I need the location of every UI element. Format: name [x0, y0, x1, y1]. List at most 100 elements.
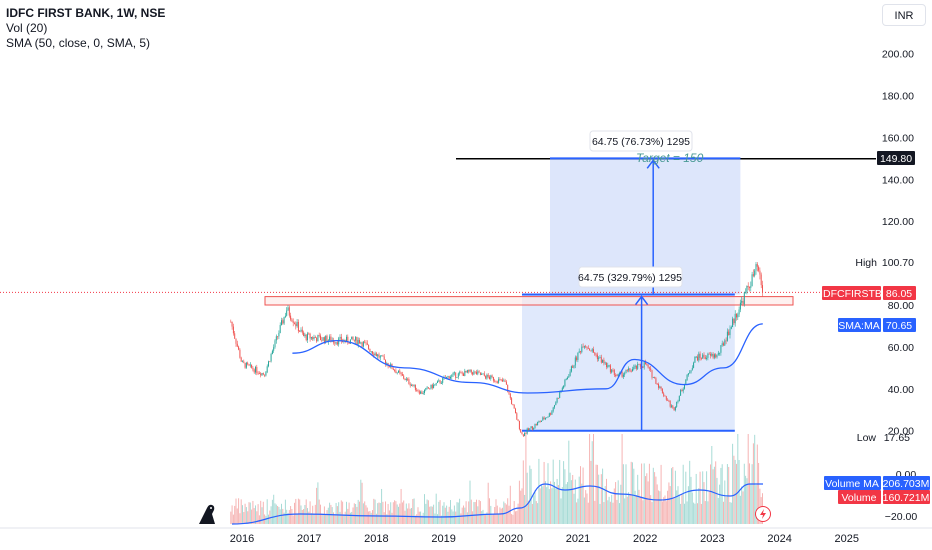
volume-bar [325, 514, 327, 524]
candle-body [517, 419, 519, 421]
candle-body [668, 400, 670, 402]
measure-upper-label[interactable]: 64.75 (76.73%) 1295 [589, 130, 693, 152]
candle [431, 383, 433, 390]
volume-indicator-title[interactable]: Vol (20) [6, 21, 48, 35]
candle [249, 362, 251, 368]
volume-bar [603, 502, 605, 524]
candle-body [258, 373, 260, 375]
volume-bar [530, 468, 532, 524]
candle [421, 390, 423, 395]
candle-body [760, 274, 762, 286]
sma-label: SMA:MA [838, 320, 879, 332]
candle-body [400, 372, 402, 375]
volume-bar [489, 498, 490, 524]
volume-bar [321, 513, 323, 524]
candle [624, 371, 626, 377]
candle-body [468, 370, 470, 372]
candle [381, 355, 383, 357]
candle-body [682, 388, 684, 392]
time-axis[interactable]: 2016 2017 2018 2019 2020 2021 2022 2023 2024 2025 [230, 533, 859, 545]
volume-bar [572, 474, 574, 524]
measure-lower-label[interactable]: 64.75 (329.79%) 1295 [578, 266, 683, 288]
candle [473, 369, 475, 376]
candle-body [690, 370, 692, 373]
candle [403, 374, 405, 380]
volume-bar [390, 502, 392, 524]
candle-body [741, 300, 743, 303]
candle-body [522, 434, 524, 437]
target-annotation[interactable]: Target = 150 [636, 151, 704, 165]
sma-value-badge: 70.65 [883, 318, 916, 332]
chart-legend[interactable]: IDFC FIRST BANK, 1W, NSE Vol (20) SMA (5… [6, 6, 165, 51]
candle-body [355, 337, 357, 341]
volume-bar [576, 502, 578, 524]
candle-body [699, 353, 701, 358]
target-price-value: 149.80 [880, 153, 912, 165]
candle [314, 335, 316, 339]
candle-body [669, 401, 671, 407]
volume-bar [288, 510, 290, 524]
candle [240, 356, 242, 362]
volume-bar [396, 504, 398, 524]
candle [349, 339, 351, 344]
sma-line[interactable] [292, 323, 763, 394]
currency-button[interactable]: INR [882, 4, 926, 26]
candle-body [577, 352, 579, 360]
price-tick-label: 140.00 [882, 174, 914, 186]
price-tick-label: 20.00 [888, 426, 914, 438]
sma-indicator-title[interactable]: SMA (50, close, 0, SMA, 5) [6, 36, 151, 50]
volume-bar [262, 501, 264, 524]
volume-bar [615, 482, 617, 524]
candle [404, 378, 406, 381]
volume-bar [531, 503, 533, 524]
measure-lower-box[interactable] [522, 294, 735, 431]
volume-bar [595, 464, 597, 524]
volume-bar [734, 459, 736, 524]
candle [513, 404, 515, 409]
volume-bar [672, 466, 674, 524]
candle [564, 378, 566, 388]
candle-body [606, 362, 607, 368]
candle [594, 351, 596, 356]
support-zone-box[interactable] [264, 296, 794, 306]
volume-ma-line[interactable] [231, 483, 763, 525]
symbol-title[interactable]: IDFC FIRST BANK, 1W, NSE [6, 6, 166, 20]
volume-bar [606, 478, 607, 524]
candle [411, 383, 412, 387]
volume-bar [335, 502, 337, 524]
volume-bar [609, 501, 611, 524]
candle-body [395, 370, 397, 374]
candle [607, 362, 609, 369]
lightning-icon[interactable] [755, 506, 771, 522]
candle [364, 339, 366, 344]
candle-body [703, 354, 705, 358]
candle [599, 355, 601, 359]
volume-bar [559, 459, 561, 524]
volume-bar [253, 508, 255, 524]
candle-body [304, 334, 306, 336]
measure-lower-label-text: 64.75 (329.79%) 1295 [578, 272, 682, 284]
candle [262, 372, 264, 376]
candle-body [708, 353, 710, 355]
candle-body [255, 366, 256, 373]
volume-bar [374, 499, 376, 524]
candle [728, 329, 730, 336]
candle-body [450, 376, 451, 379]
volume-bar [498, 514, 500, 524]
volume-bar [344, 511, 346, 524]
candle [260, 372, 262, 378]
volume-bar [583, 497, 585, 524]
volume-bar [444, 507, 446, 524]
price-axis[interactable]: 200.00 180.00 160.00 140.00 120.00 80.00 60.00… [882, 49, 914, 438]
candle-body [291, 319, 293, 322]
candle [244, 362, 246, 369]
volume-bar [368, 511, 370, 524]
candle-body [338, 338, 340, 345]
candle [583, 345, 585, 350]
candle-body [403, 375, 405, 379]
candle-body [348, 342, 350, 344]
candle-body [313, 337, 315, 340]
candle-body [296, 321, 298, 327]
candle [274, 339, 276, 349]
